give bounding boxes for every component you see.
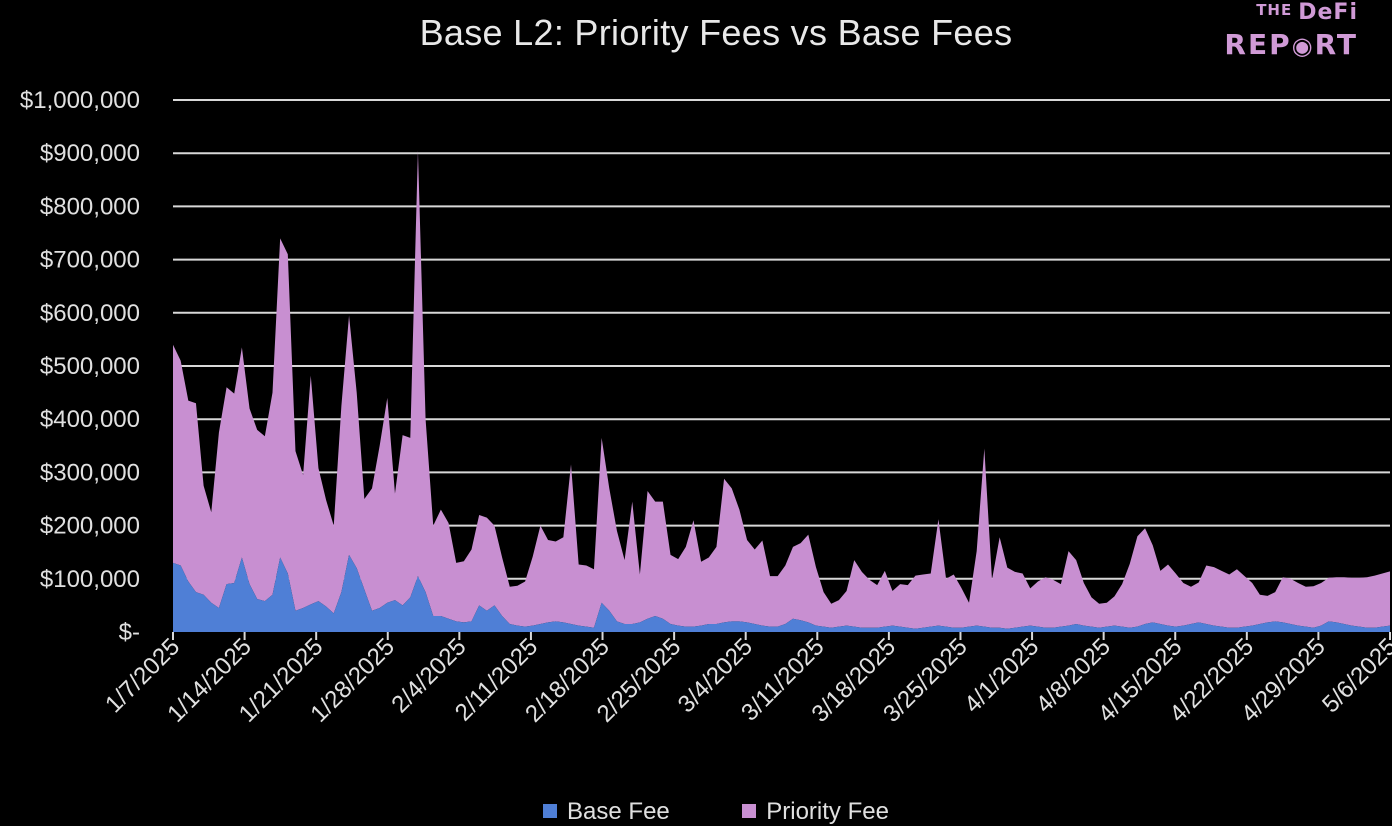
area-layer	[173, 150, 1390, 632]
y-tick-label: $400,000	[40, 406, 140, 433]
chart-title: Base L2: Priority Fees vs Base Fees	[419, 12, 1013, 53]
y-tick-label: $800,000	[40, 193, 140, 220]
legend-swatch-base-fee	[543, 804, 558, 818]
y-tick-label: $300,000	[40, 459, 140, 486]
x-axis-labels: 1/7/20251/14/20251/21/20251/28/20252/4/2…	[100, 632, 1392, 728]
y-tick-label: $200,000	[40, 513, 140, 540]
legend-label-priority-fee: Priority Fee	[766, 798, 889, 825]
area-series-priority-fee	[173, 150, 1390, 629]
y-tick-label: $700,000	[40, 247, 140, 274]
y-tick-label: $900,000	[40, 140, 140, 167]
y-tick-label: $600,000	[40, 300, 140, 327]
y-tick-label: $100,000	[40, 566, 140, 593]
y-tick-label: $-	[119, 619, 140, 646]
legend-label-base-fee: Base Fee	[567, 798, 670, 825]
area-series-base-fee	[173, 554, 1390, 632]
defi-report-logo: THE DeFi REP◉RT	[1224, 0, 1358, 61]
x-tick-label: 4/1/2025	[959, 633, 1044, 718]
legend-item-priority-fee: Priority Fee	[742, 798, 889, 826]
legend-item-base-fee: Base Fee	[543, 798, 670, 826]
y-tick-label: $1,000,000	[20, 87, 140, 114]
y-axis-labels: $- $100,000 $200,000 $300,000 $400,000 $500,0…	[20, 87, 140, 646]
y-tick-label: $500,000	[40, 353, 140, 380]
legend-swatch-priority-fee	[742, 804, 757, 818]
legend: Base Fee Priority Fee	[0, 798, 1392, 826]
x-tick-label: 5/6/2025	[1317, 633, 1392, 718]
